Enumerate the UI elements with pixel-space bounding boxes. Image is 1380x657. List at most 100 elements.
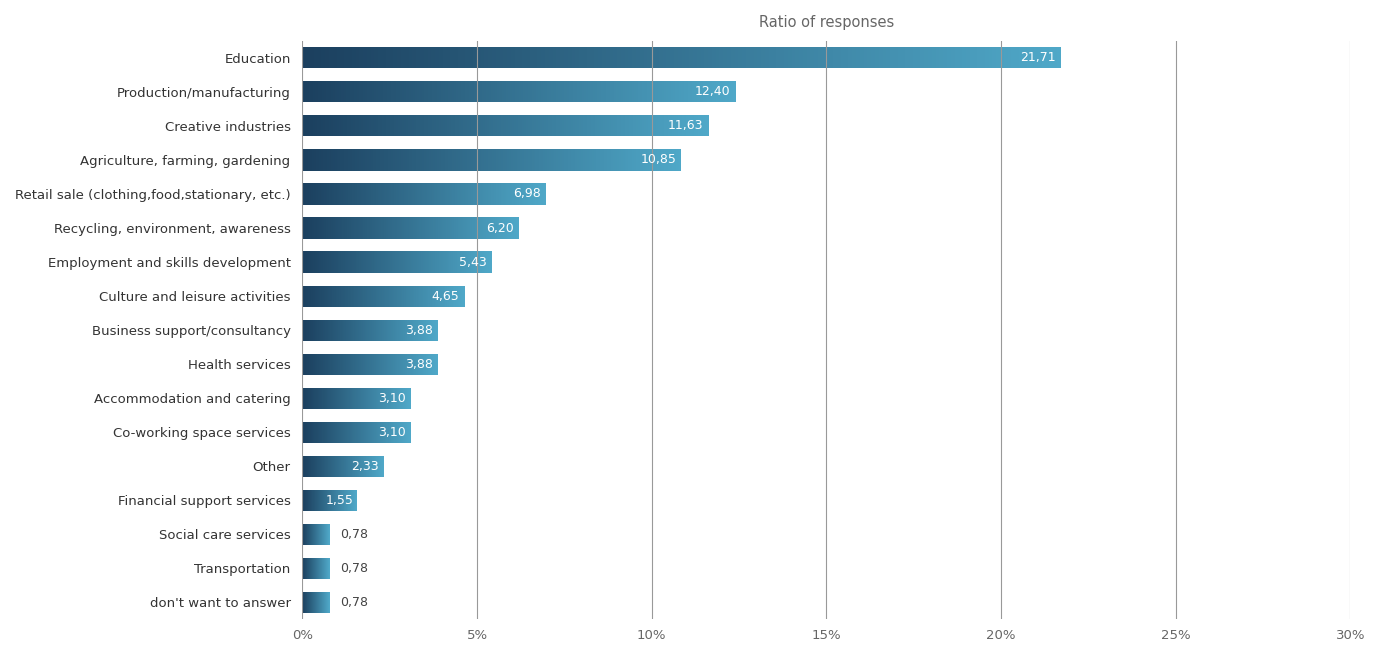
Bar [712, 81, 713, 102]
Bar [484, 47, 489, 68]
Bar [310, 116, 313, 137]
Bar [651, 81, 653, 102]
Bar [762, 47, 765, 68]
Bar [622, 149, 625, 171]
Bar [810, 47, 814, 68]
Bar [628, 116, 629, 137]
Bar [981, 47, 985, 68]
Bar [643, 81, 644, 102]
Bar [472, 81, 473, 102]
Bar [552, 116, 555, 137]
Bar [734, 47, 738, 68]
Bar [487, 81, 489, 102]
Bar [643, 149, 646, 171]
Bar [690, 116, 693, 137]
Bar [424, 47, 428, 68]
Bar [1046, 47, 1049, 68]
Text: 6,98: 6,98 [513, 187, 541, 200]
Bar [380, 116, 382, 137]
Bar [646, 116, 647, 137]
Bar [451, 116, 453, 137]
Bar [705, 116, 707, 137]
Bar [348, 81, 351, 102]
Bar [615, 149, 617, 171]
Bar [530, 47, 534, 68]
Bar [595, 116, 598, 137]
Bar [723, 81, 724, 102]
Bar [1012, 47, 1016, 68]
Bar [577, 116, 578, 137]
Bar [511, 47, 515, 68]
Bar [555, 116, 556, 137]
Bar [362, 149, 363, 171]
Bar [570, 149, 571, 171]
Bar [310, 47, 313, 68]
Bar [580, 149, 581, 171]
Bar [469, 149, 471, 171]
Bar [500, 81, 502, 102]
Bar [454, 47, 458, 68]
Bar [418, 116, 421, 137]
Bar [538, 116, 540, 137]
Bar [662, 81, 664, 102]
Bar [511, 149, 513, 171]
Bar [526, 47, 530, 68]
Bar [731, 81, 733, 102]
Bar [509, 149, 511, 171]
Bar [366, 116, 367, 137]
Bar [682, 116, 684, 137]
Bar [306, 47, 310, 68]
Bar [457, 81, 458, 102]
Bar [306, 149, 308, 171]
Bar [443, 47, 447, 68]
Bar [683, 81, 686, 102]
Bar [566, 149, 567, 171]
Bar [527, 81, 530, 102]
Bar [606, 81, 607, 102]
Bar [535, 116, 538, 137]
Bar [504, 116, 505, 137]
Bar [912, 47, 916, 68]
Bar [447, 149, 448, 171]
Bar [516, 116, 518, 137]
Bar [707, 116, 709, 137]
Bar [516, 149, 519, 171]
Bar [698, 116, 701, 137]
Bar [622, 81, 625, 102]
Bar [490, 149, 491, 171]
Bar [428, 149, 429, 171]
Bar [490, 116, 491, 137]
Bar [546, 149, 549, 171]
Bar [508, 116, 509, 137]
Bar [973, 47, 977, 68]
Bar [431, 81, 432, 102]
Bar [461, 116, 462, 137]
Bar [642, 116, 643, 137]
Bar [544, 116, 546, 137]
Bar [523, 81, 526, 102]
Bar [573, 149, 575, 171]
Text: 1,55: 1,55 [326, 493, 353, 507]
Bar [551, 116, 552, 137]
Bar [320, 81, 322, 102]
Bar [686, 116, 689, 137]
Bar [584, 81, 586, 102]
Bar [724, 81, 727, 102]
Bar [598, 116, 599, 137]
Bar [487, 116, 490, 137]
Bar [466, 81, 469, 102]
Bar [656, 116, 658, 137]
Bar [600, 149, 602, 171]
Bar [407, 149, 408, 171]
Bar [493, 47, 495, 68]
Bar [582, 149, 585, 171]
Bar [595, 81, 598, 102]
Bar [417, 149, 418, 171]
Text: 0,78: 0,78 [339, 596, 368, 609]
Bar [567, 81, 569, 102]
Bar [992, 47, 996, 68]
Bar [353, 116, 355, 137]
Bar [651, 116, 654, 137]
Bar [671, 47, 673, 68]
Bar [356, 47, 359, 68]
